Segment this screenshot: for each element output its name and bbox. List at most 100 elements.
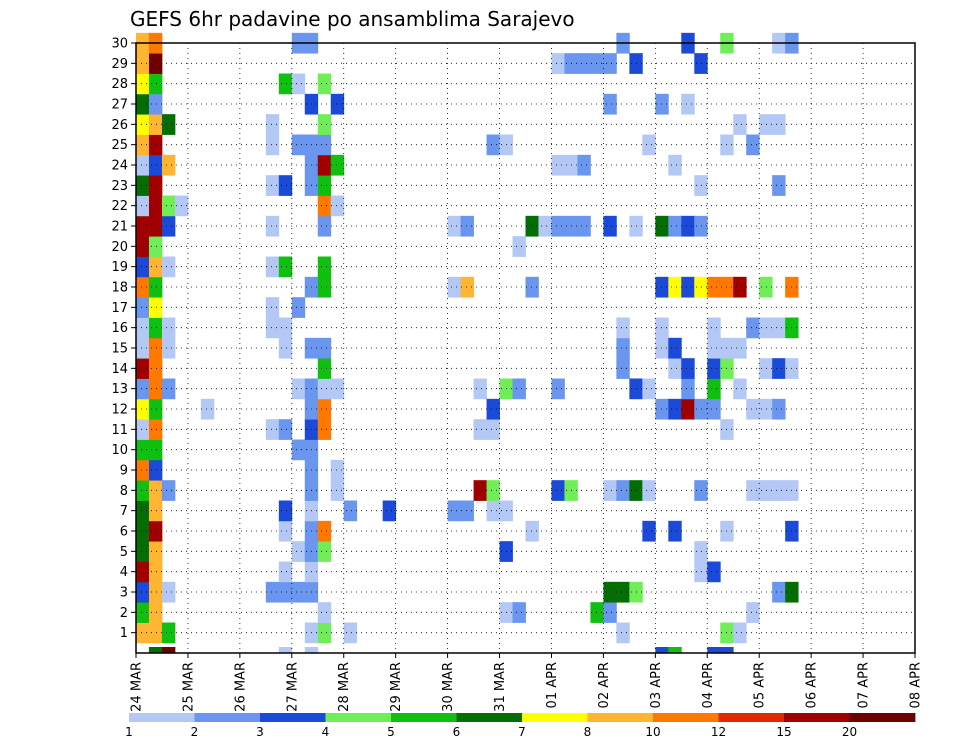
precip-cell: [317, 419, 332, 440]
colorbar-label: 1: [125, 725, 133, 739]
precip-cell: [317, 602, 332, 623]
colorbar-swatch: [194, 713, 261, 722]
colorbar-swatch: [456, 713, 523, 722]
precip-cell: [148, 459, 163, 481]
y-tick-label: 18: [111, 281, 128, 296]
precip-cell: [148, 114, 163, 135]
precip-cell: [148, 500, 163, 522]
precip-cell: [317, 541, 332, 562]
colorbar-label: 4: [322, 725, 330, 739]
y-tick-label: 16: [111, 321, 128, 336]
precip-cell: [291, 378, 306, 400]
precip-cell: [525, 276, 539, 298]
precip-cell: [148, 297, 163, 318]
precip-cell: [746, 317, 760, 339]
precip-cell: [486, 419, 500, 440]
precip-cell: [136, 297, 150, 318]
precip-cell: [330, 195, 345, 217]
precip-cell: [668, 337, 682, 359]
precip-cell: [330, 459, 345, 481]
precip-cell: [265, 175, 280, 196]
precip-cell: [642, 378, 656, 400]
precip-cell: [148, 541, 163, 562]
y-tick-label: 24: [111, 159, 128, 174]
precip-cell: [136, 480, 150, 501]
x-tick-label: 04 APR: [701, 662, 716, 708]
precip-cell: [148, 215, 163, 237]
colorbar-swatch: [391, 713, 457, 722]
precip-cell: [759, 398, 773, 420]
precip-cell: [460, 500, 474, 522]
precip-cell: [733, 378, 747, 400]
y-tick-label: 11: [111, 423, 128, 438]
precip-cell: [681, 215, 695, 237]
precip-cell: [291, 73, 306, 95]
precip-cell: [148, 134, 163, 156]
precip-cell: [603, 53, 617, 74]
precip-cell: [512, 378, 526, 400]
precip-cell: [382, 500, 397, 522]
y-tick-label: 27: [111, 98, 128, 113]
precip-cell: [551, 480, 565, 501]
precip-cell: [278, 500, 293, 522]
precip-cell: [291, 134, 306, 156]
precip-cell: [694, 561, 708, 583]
plot-frame: [135, 42, 916, 654]
precip-cell: [759, 317, 773, 339]
precip-cell: [577, 215, 591, 237]
x-tick-label: 05 APR: [753, 662, 768, 708]
y-tick-label: 29: [111, 57, 128, 72]
precip-cell: [486, 500, 500, 522]
y-tick-label: 25: [111, 138, 128, 153]
precip-cell: [148, 154, 163, 176]
precip-cell: [161, 581, 176, 603]
precip-cell: [733, 276, 747, 298]
precip-cell: [317, 358, 332, 379]
precip-cell: [655, 317, 669, 339]
y-tick-label: 12: [111, 403, 128, 418]
precip-cell: [512, 602, 526, 623]
precip-cell: [148, 195, 163, 217]
precip-cell: [136, 419, 150, 440]
precip-cell: [772, 114, 786, 135]
precip-cell: [148, 358, 163, 379]
colorbar-swatch: [260, 713, 326, 722]
x-tick-label: 03 APR: [649, 662, 664, 708]
y-tick-label: 8: [120, 484, 128, 499]
precip-cell: [655, 398, 669, 420]
y-tick-label: 21: [111, 220, 128, 235]
colorbar-swatch: [325, 713, 392, 722]
precip-cell: [278, 581, 293, 603]
y-tick-label: 4: [120, 565, 128, 580]
precip-cell: [772, 480, 786, 501]
colorbar-label: 8: [584, 725, 592, 739]
precip-cell: [278, 317, 293, 339]
precip-cell: [317, 256, 332, 278]
colorbar-label: 2: [191, 725, 199, 739]
precip-cell: [577, 53, 591, 74]
colorbar-swatch: [718, 713, 785, 722]
y-tick-label: 15: [111, 342, 128, 357]
precip-cell: [136, 175, 150, 196]
y-tick-label: 2: [120, 606, 128, 621]
precip-cell: [265, 317, 280, 339]
precip-cell: [330, 480, 345, 501]
y-tick-label: 28: [111, 77, 128, 92]
y-tick-label: 14: [111, 362, 128, 377]
precip-cell: [148, 480, 163, 501]
precip-cell: [616, 480, 630, 501]
precip-cell: [551, 215, 565, 237]
precip-cell: [136, 500, 150, 522]
precip-cell: [681, 276, 695, 298]
precip-cell: [317, 378, 332, 400]
precip-cell: [707, 276, 721, 298]
precip-cell: [317, 134, 332, 156]
precip-cell: [603, 93, 617, 115]
precip-cell: [161, 378, 176, 400]
precip-cell: [707, 317, 721, 339]
precip-cell: [136, 459, 150, 481]
y-tick-label: 1: [120, 626, 128, 641]
precip-cell: [265, 256, 280, 278]
precip-cell: [148, 93, 163, 115]
